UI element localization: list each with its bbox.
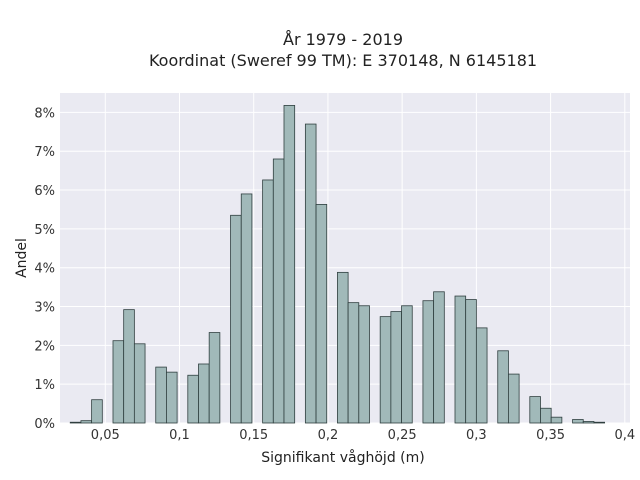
histogram-bar	[475, 327, 488, 424]
histogram-bar	[497, 350, 509, 424]
histogram-bar	[166, 371, 178, 424]
histogram-bar	[155, 366, 167, 424]
x-tick-label: 0,25	[388, 428, 417, 443]
histogram-bar	[230, 214, 242, 424]
histogram-bar	[529, 396, 541, 424]
y-axis-ticks: 0% 1% 2% 3% 4% 5% 6% 7% 8%	[34, 106, 55, 432]
histogram-bar	[240, 193, 253, 424]
y-tick-label: 0%	[34, 417, 55, 432]
x-axis-ticks: 0,05 0,1 0,15 0,2 0,25 0,3 0,35 0,4	[91, 428, 635, 443]
histogram-bar	[187, 374, 199, 424]
histogram-bar	[582, 421, 595, 424]
histogram-bar	[112, 340, 125, 424]
chart-title-line-1: År 1979 - 2019	[283, 30, 403, 49]
histogram-bar	[123, 309, 135, 424]
histogram-bar	[91, 399, 103, 424]
histogram-bar	[454, 295, 467, 424]
histogram-bar	[198, 363, 210, 424]
x-tick-label: 0,3	[466, 428, 487, 443]
x-tick-label: 0,15	[239, 428, 268, 443]
histogram-bar	[337, 271, 349, 424]
histogram-bar	[550, 416, 563, 424]
y-tick-label: 6%	[34, 184, 55, 199]
chart-title-line-2: Koordinat (Sweref 99 TM): E 370148, N 61…	[149, 51, 537, 70]
histogram-bar	[401, 305, 413, 424]
histogram-bar	[593, 421, 606, 424]
histogram-bar	[347, 302, 360, 424]
histogram-bar	[465, 299, 477, 424]
y-tick-label: 3%	[34, 301, 55, 316]
histogram-bar	[433, 291, 445, 424]
histogram-bar	[133, 343, 146, 424]
histogram-bar	[422, 300, 435, 424]
histogram-bar	[69, 421, 82, 424]
x-tick-label: 0,2	[318, 428, 339, 443]
histogram-bar	[208, 332, 221, 424]
y-tick-label: 7%	[34, 145, 55, 160]
histogram-bar	[572, 419, 584, 424]
y-tick-label: 5%	[34, 223, 55, 238]
histogram-bar	[283, 105, 296, 424]
histogram-bar	[508, 373, 520, 424]
histogram-bar	[315, 204, 328, 424]
x-tick-label: 0,05	[91, 428, 120, 443]
x-tick-label: 0,4	[614, 428, 635, 443]
x-axis-label: Signifikant våghöjd (m)	[261, 449, 424, 466]
y-tick-label: 1%	[34, 378, 55, 393]
histogram-bar	[80, 420, 93, 424]
histogram-bar	[304, 123, 317, 424]
histogram-bar	[358, 305, 370, 424]
y-tick-label: 8%	[34, 106, 55, 121]
histogram-bar	[262, 179, 274, 424]
histogram-bar	[540, 407, 552, 424]
x-tick-label: 0,1	[169, 428, 190, 443]
histogram-bar	[390, 311, 402, 424]
y-tick-label: 2%	[34, 339, 55, 354]
histogram-bar	[379, 316, 392, 424]
histogram-bar	[272, 158, 285, 424]
y-tick-label: 4%	[34, 262, 55, 277]
bars	[69, 105, 606, 424]
y-axis-label: Andel	[14, 238, 30, 278]
x-tick-label: 0,35	[536, 428, 565, 443]
